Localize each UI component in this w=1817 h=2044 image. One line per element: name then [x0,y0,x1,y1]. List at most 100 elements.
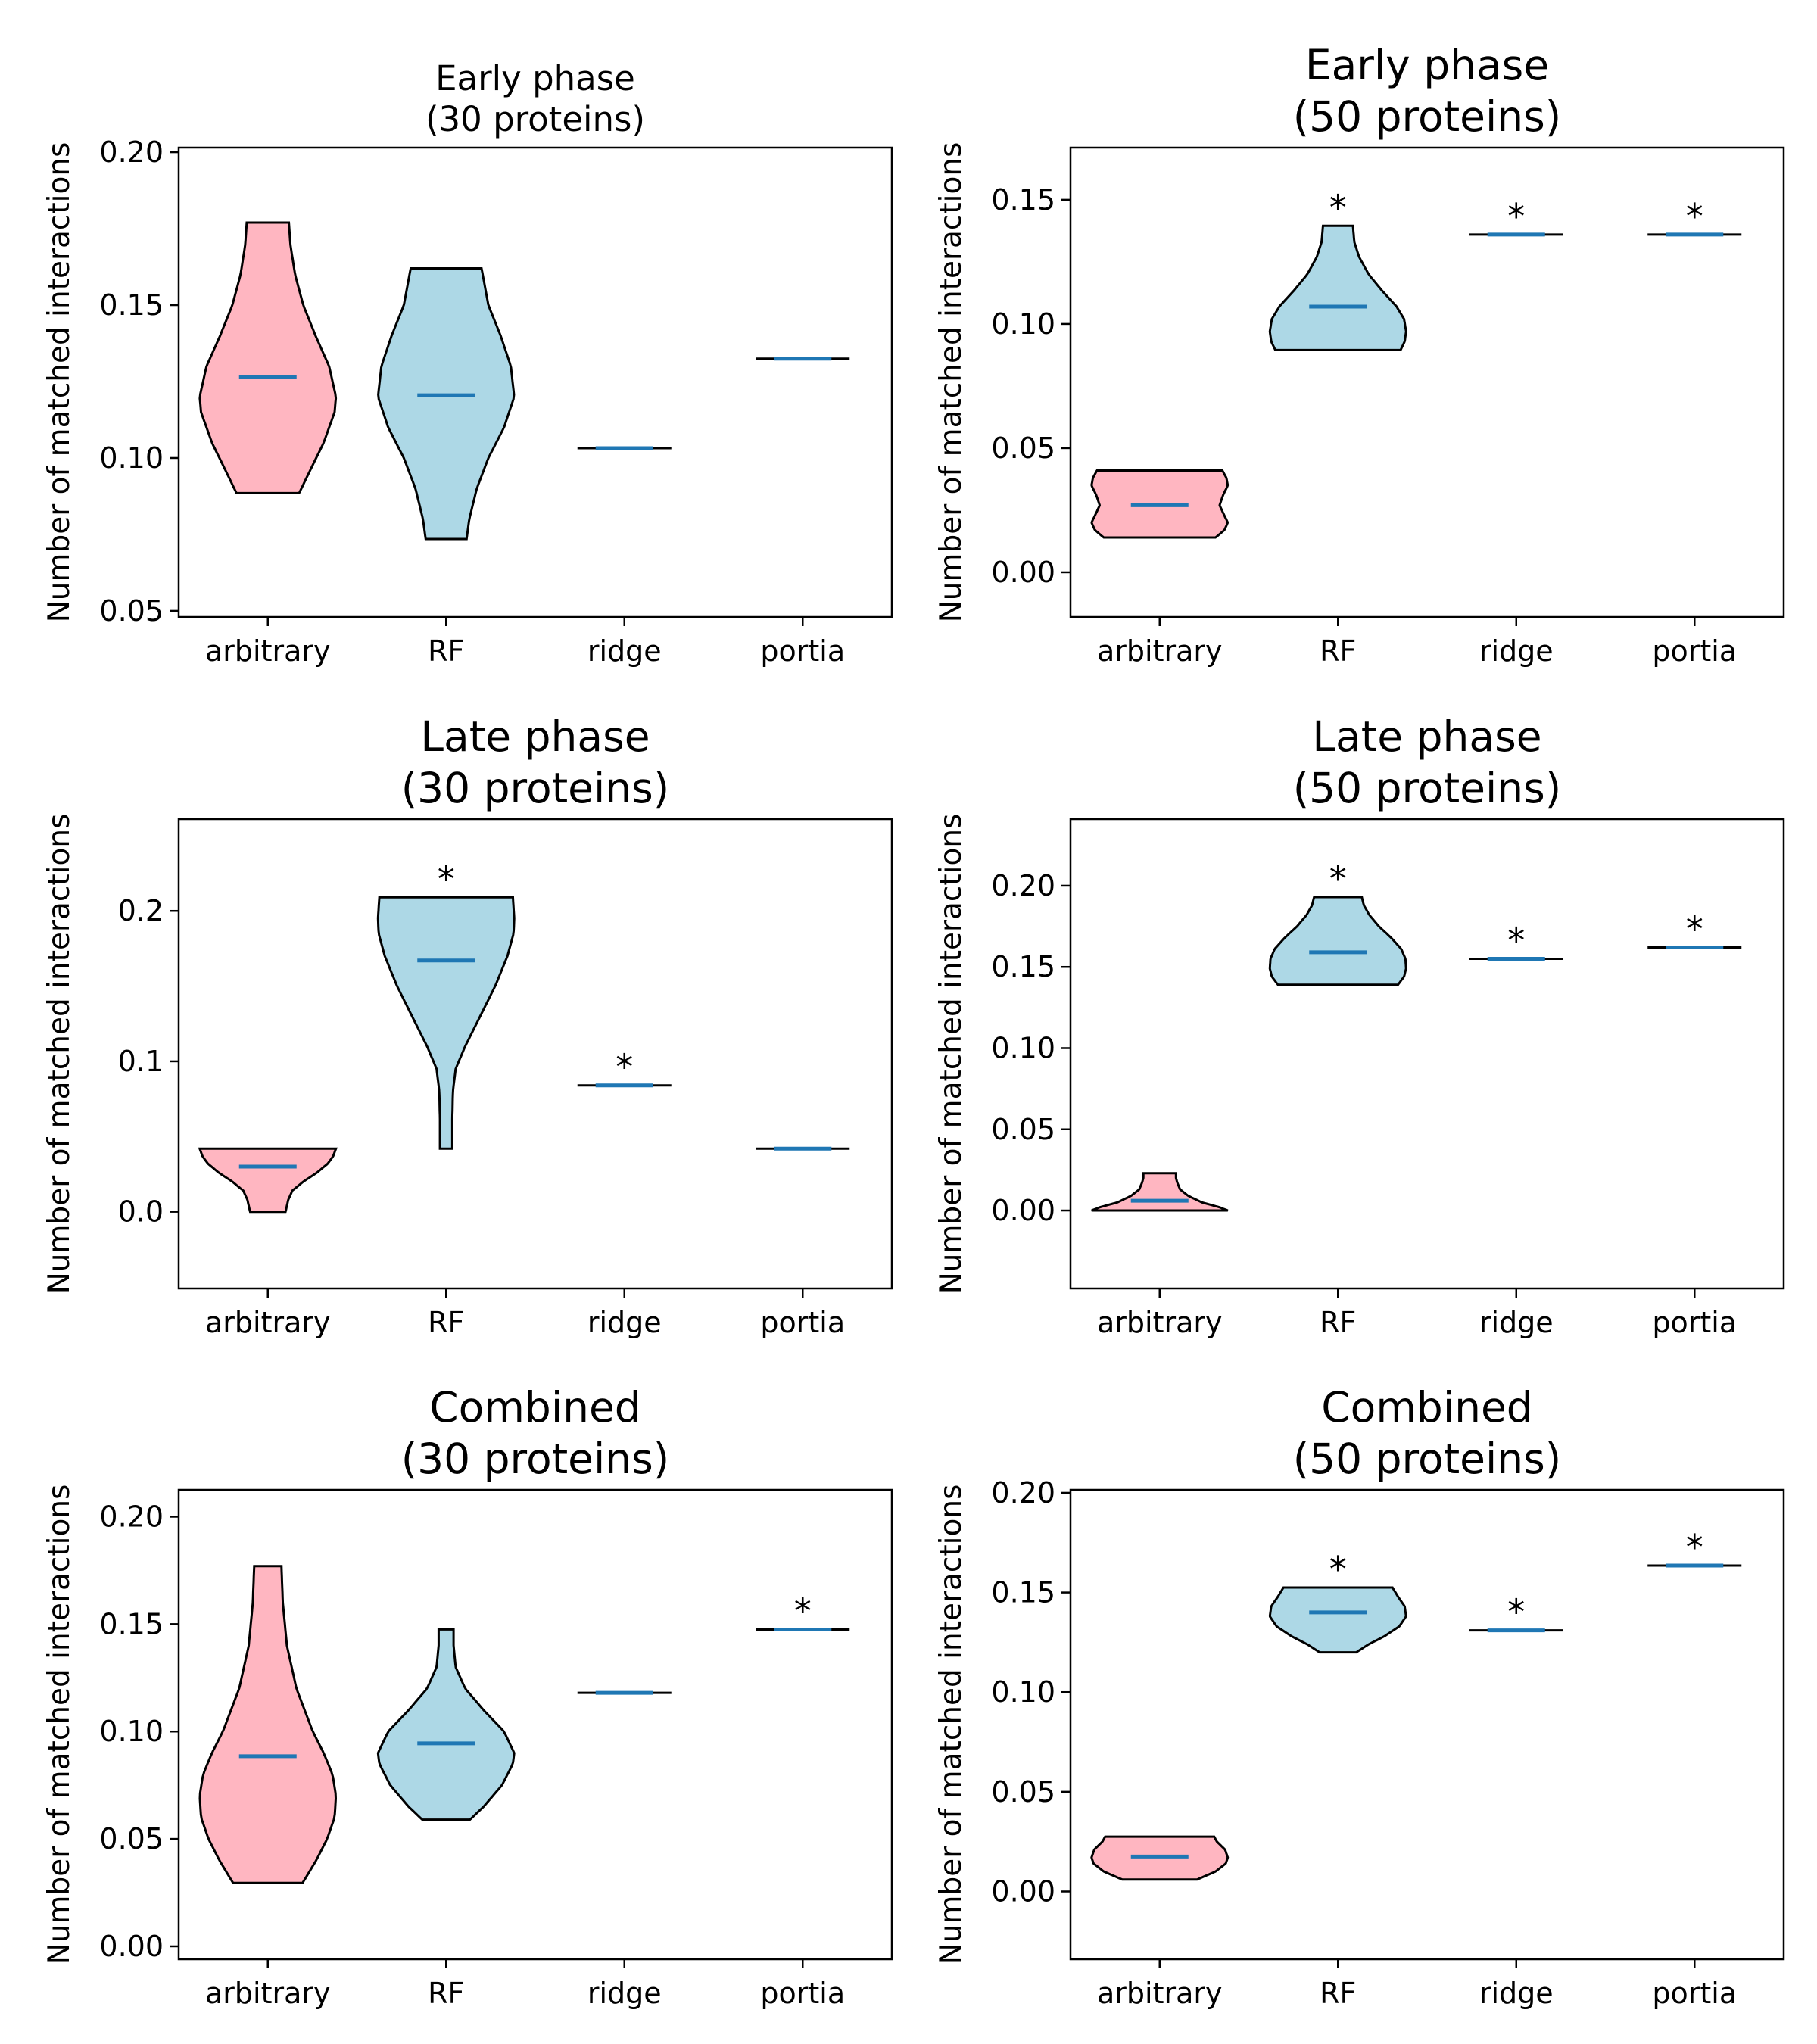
chart-title-line: (50 proteins) [1293,764,1562,812]
significance-star: * [1686,1527,1703,1568]
x-tick-label: RF [1320,1977,1356,2010]
x-tick-label: arbitrary [205,1306,331,1339]
chart-title-line: (30 proteins) [401,1435,670,1483]
chart-panel-1: Early phase(50 proteins) Number of matche… [934,41,1785,668]
chart-title-line: (50 proteins) [1293,92,1562,141]
y-tick-label: 0.00 [99,1930,164,1963]
x-tick-label: arbitrary [205,1977,331,2010]
x-tick-label: portia [1652,1306,1737,1339]
y-axis-label: Number of matched interactions [42,814,76,1295]
x-tick-label: ridge [1479,1306,1554,1339]
violin-arbitrary [198,1565,338,1884]
y-tick-label: 0.0 [118,1195,164,1229]
y-tick-label: 0.20 [99,1500,164,1533]
y-tick-label: 0.15 [991,183,1055,217]
y-tick-label: 0.10 [991,1675,1055,1709]
y-axis-label: Number of matched interactions [42,142,76,623]
y-tick-label: 0.05 [99,594,164,628]
chart-title-line: (50 proteins) [1293,1435,1562,1483]
significance-star: * [1686,196,1703,237]
significance-star: * [1329,858,1347,899]
plot-frame [1069,1488,1785,1961]
x-tick-label: ridge [1479,1977,1554,2010]
x-tick-label: RF [428,1306,464,1339]
y-axis-label: Number of matched interactions [934,814,968,1295]
chart-title-line: Combined [1321,1383,1532,1432]
significance-star: * [1329,187,1347,228]
x-tick-label: portia [760,1306,845,1339]
x-tick-label: ridge [587,1306,662,1339]
x-tick-label: portia [760,1977,845,2010]
y-tick-label: 0.10 [99,1715,164,1748]
x-tick-label: RF [428,1977,464,2010]
plot-frame [177,146,893,618]
violin-RF [377,267,516,541]
chart-title-line: Combined [429,1383,640,1432]
chart-panel-0: Early phase(30 proteins) Number of matche… [42,58,893,668]
y-tick-label: 0.15 [99,1607,164,1640]
violin-RF [1268,1586,1407,1654]
x-tick-label: portia [1652,1977,1737,2010]
y-tick-label: 0.05 [991,1113,1055,1146]
significance-star: * [1686,908,1703,949]
chart-title-line: (30 proteins) [401,764,670,812]
violin-RF [376,1628,516,1821]
violin-RF [376,896,516,1150]
y-tick-label: 0.20 [991,869,1055,902]
y-tick-label: 0.05 [991,1775,1055,1809]
y-axis-label: Number of matched interactions [934,142,968,623]
chart-title-line: (30 proteins) [425,99,645,139]
x-tick-label: arbitrary [1097,1977,1223,2010]
x-tick-label: RF [1320,1306,1356,1339]
chart-title-line: Late phase [420,712,650,761]
violin-arbitrary [198,1147,338,1214]
significance-star: * [616,1047,633,1088]
y-tick-label: 0.00 [991,1874,1055,1908]
chart-panel-3: Late phase(50 proteins) Number of matched… [934,712,1785,1339]
y-tick-label: 0.2 [118,894,164,927]
y-tick-label: 0.10 [991,307,1055,341]
y-tick-label: 0.00 [991,556,1055,589]
y-tick-label: 0.10 [991,1031,1055,1064]
x-tick-label: arbitrary [1097,1306,1223,1339]
y-tick-label: 0.20 [99,136,164,169]
x-tick-label: portia [1652,634,1737,668]
x-tick-label: ridge [1479,634,1554,668]
violin-RF [1268,896,1407,986]
plot-frame [1069,818,1785,1290]
y-tick-label: 0.10 [99,441,164,475]
y-tick-label: 0.15 [991,950,1055,983]
chart-panel-2: Late phase(30 proteins) Number of matched… [42,712,893,1339]
x-tick-label: ridge [587,634,662,668]
violin-RF [1268,224,1407,351]
chart-panel-4: Combined(30 proteins) Number of matched i… [42,1383,893,2010]
y-tick-label: 0.00 [991,1194,1055,1227]
y-axis-label: Number of matched interactions [934,1485,968,1965]
significance-star: * [794,1591,812,1631]
plot-frame [177,1488,893,1961]
x-tick-label: ridge [587,1977,662,2010]
significance-star: * [438,858,455,899]
significance-star: * [1507,1592,1525,1633]
y-tick-label: 0.20 [991,1476,1055,1510]
violin-arbitrary [198,221,338,494]
x-tick-label: RF [1320,634,1356,668]
violin-arbitrary [1091,1172,1229,1212]
chart-title-line: Early phase [1305,41,1549,89]
y-tick-label: 0.05 [99,1822,164,1855]
y-tick-label: 0.15 [99,288,164,322]
x-tick-label: arbitrary [205,634,331,668]
chart-title-line: Late phase [1312,712,1541,761]
plot-frame [177,818,893,1290]
x-tick-label: RF [428,634,464,668]
chart-title-line: Early phase [435,58,635,98]
significance-star: * [1329,1549,1347,1590]
x-tick-label: arbitrary [1097,634,1223,668]
chart-panel-5: Combined(50 proteins) Number of matched i… [934,1383,1785,2010]
significance-star: * [1507,920,1525,961]
y-tick-label: 0.15 [991,1576,1055,1609]
y-tick-label: 0.1 [118,1045,164,1078]
significance-star: * [1507,196,1525,237]
y-tick-label: 0.05 [991,432,1055,465]
